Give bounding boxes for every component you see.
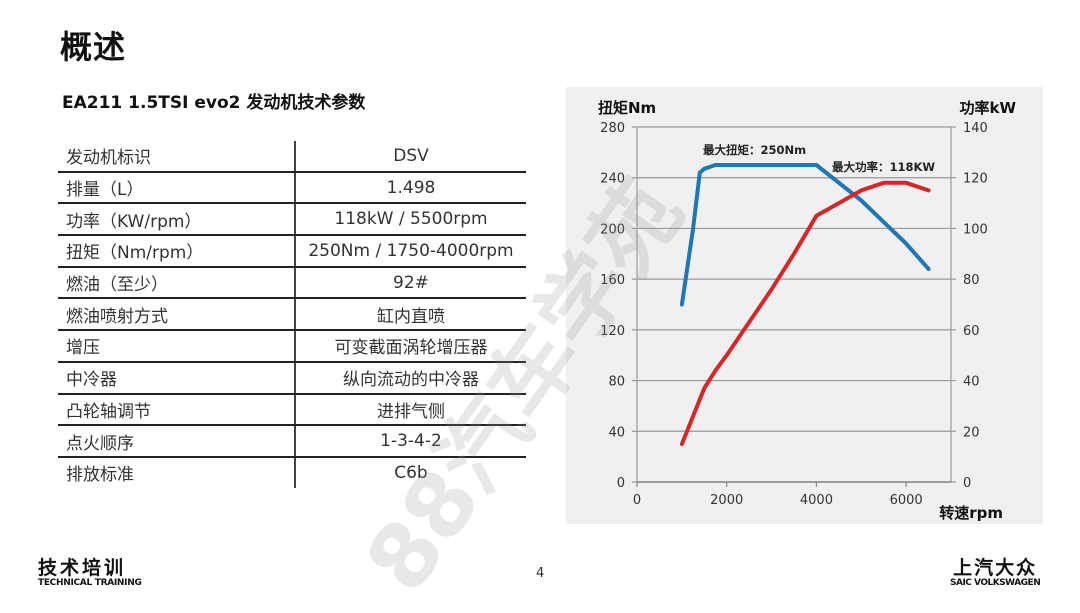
spec-key: 排量（L） <box>58 171 296 205</box>
x-tick-label: 0 <box>633 493 641 508</box>
spec-table: 发动机标识 DSV 排量（L） 1.498 功率（KW/rpm） 118kW / 5500… <box>58 141 526 488</box>
spec-key: 燃油喷射方式 <box>58 298 296 332</box>
saic-volkswagen-cn: 上汽大众 <box>953 557 1038 579</box>
chart-annotation: 最大功率：118KW <box>832 160 935 174</box>
saic-volkswagen-en: SAIC VOLKSWAGEN <box>950 578 1041 588</box>
spec-value: 1.498 <box>295 171 526 205</box>
y-tick-label: 120 <box>600 324 625 339</box>
spec-value: 1-3-4-2 <box>295 425 526 458</box>
y2-tick-label: 140 <box>963 121 988 136</box>
spec-value: DSV <box>295 141 526 173</box>
table-row: 燃油（至少） 92# <box>58 266 526 300</box>
torque-curve <box>679 163 931 307</box>
table-row: 燃油喷射方式 缸内直喷 <box>58 298 526 332</box>
y-tick-label: 80 <box>608 375 625 390</box>
table-row: 功率（KW/rpm） 118kW / 5500rpm <box>58 203 526 237</box>
y2-tick-label: 120 <box>963 172 988 187</box>
y2-tick-label: 100 <box>963 222 988 237</box>
spec-value: 118kW / 5500rpm <box>295 203 526 237</box>
y-tick-label: 40 <box>608 425 625 440</box>
table-row: 增压 可变截面涡轮增压器 <box>58 330 526 363</box>
page-number: 4 <box>536 566 545 581</box>
x-tick-label: 2000 <box>710 493 743 508</box>
y2-axis-title: 功率kW <box>959 99 1016 117</box>
table-row: 凸轮轴调节 进排气侧 <box>58 393 526 427</box>
y2-tick-label: 80 <box>963 273 980 288</box>
spec-key: 中冷器 <box>58 361 296 395</box>
technical-training-logo: 技术培训 TECHNICAL TRAINING <box>38 558 142 588</box>
table-row: 点火顺序 1-3-4-2 <box>58 425 526 458</box>
spec-key: 发动机标识 <box>58 141 296 173</box>
spec-value: 缸内直喷 <box>295 298 526 332</box>
y-tick-label: 280 <box>600 121 625 136</box>
spec-value: C6b <box>394 462 428 483</box>
spec-key: 凸轮轴调节 <box>58 393 296 427</box>
spec-key: 点火顺序 <box>58 425 296 458</box>
table-row: 排放标准 C6b <box>58 456 526 488</box>
y-tick-label: 160 <box>600 273 625 288</box>
table-row: 扭矩（Nm/rpm） 250Nm / 1750-4000rpm <box>58 235 526 268</box>
x-axis-title: 转速rpm <box>939 504 1003 522</box>
y2-tick-label: 40 <box>963 375 980 390</box>
spec-value: 可变截面涡轮增压器 <box>295 330 526 363</box>
technical-training-cn: 技术培训 <box>38 557 127 579</box>
spec-value: 进排气侧 <box>295 393 526 427</box>
page-subtitle: EA211 1.5TSI evo2 发动机技术参数 <box>62 93 366 113</box>
y-tick-label: 240 <box>600 172 625 187</box>
spec-key: 燃油（至少） <box>58 266 296 300</box>
table-row: 发动机标识 DSV <box>58 141 526 173</box>
y-tick-label: 0 <box>617 476 625 491</box>
y-tick-label: 200 <box>600 222 625 237</box>
table-row: 中冷器 纵向流动的中冷器 <box>58 361 526 395</box>
spec-key: 扭矩（Nm/rpm） <box>58 235 296 268</box>
spec-value: 纵向流动的中冷器 <box>295 361 526 395</box>
technical-training-en: TECHNICAL TRAINING <box>38 578 142 588</box>
power-curve <box>679 180 931 446</box>
page-title: 概述 <box>60 28 127 66</box>
spec-value: 250Nm / 1750-4000rpm <box>295 235 526 268</box>
y-axis-title: 扭矩Nm <box>598 99 656 117</box>
y2-tick-label: 60 <box>963 324 980 339</box>
y2-tick-label: 20 <box>963 425 980 440</box>
spec-key: 功率（KW/rpm） <box>58 203 296 237</box>
spec-key: 增压 <box>58 330 296 363</box>
saic-volkswagen-logo: 上汽大众 SAIC VOLKSWAGEN <box>950 557 1041 588</box>
table-row: 排量（L） 1.498 <box>58 171 526 205</box>
chart-annotation: 最大扭矩：250Nm <box>703 143 806 157</box>
x-tick-label: 6000 <box>890 493 923 508</box>
torque-power-chart: 0 0 40 20 80 40 120 60 160 80 200 100 240 120 280 140 0 2… <box>566 87 1043 524</box>
y2-tick-label: 0 <box>963 476 971 491</box>
spec-key: 排放标准 <box>58 456 296 488</box>
x-tick-label: 4000 <box>800 493 833 508</box>
spec-value: 92# <box>295 266 526 300</box>
